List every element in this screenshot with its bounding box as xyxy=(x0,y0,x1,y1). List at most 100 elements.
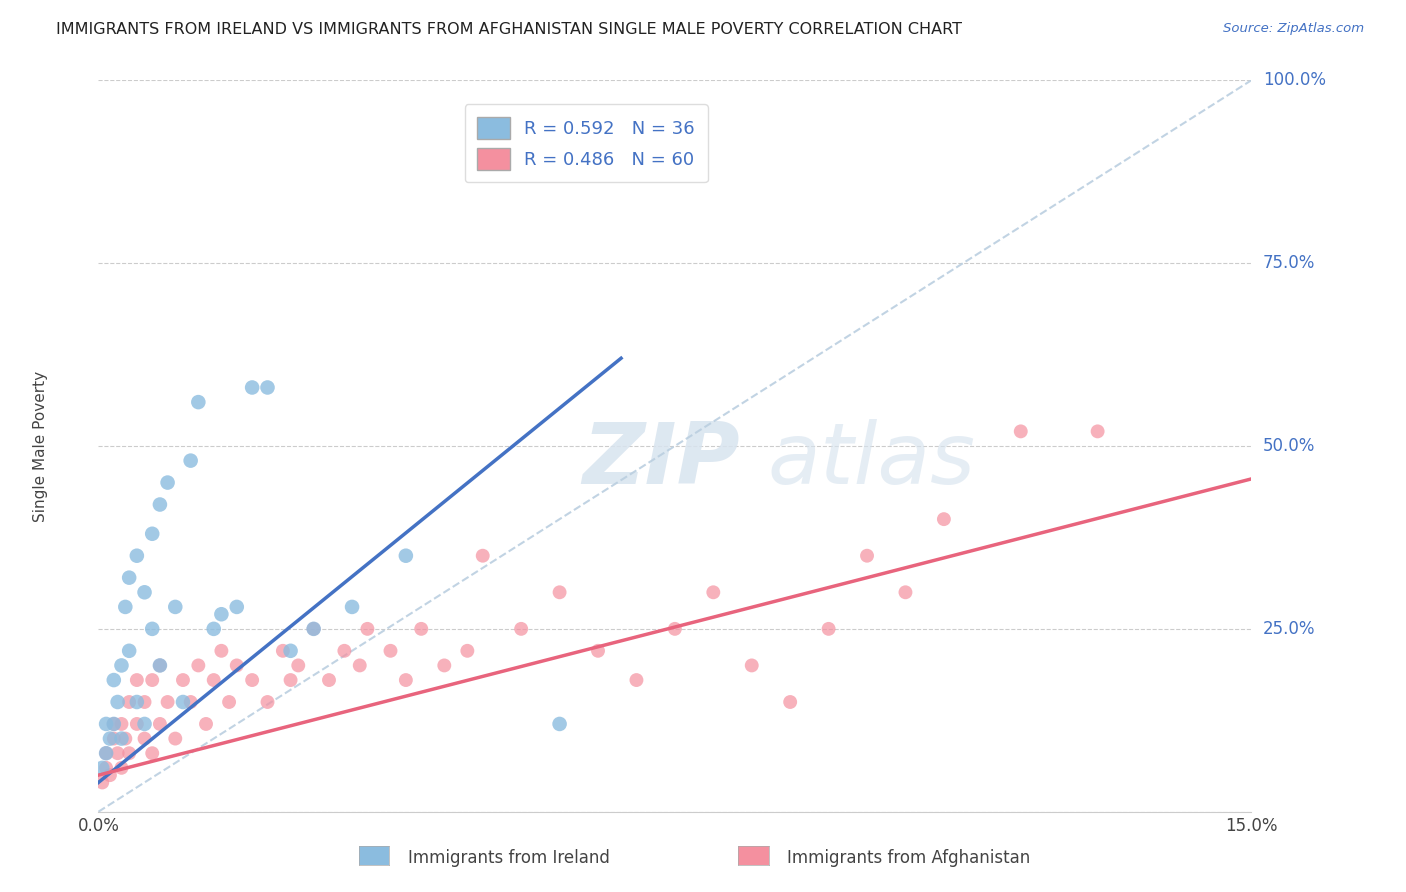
Point xyxy=(564,110,586,124)
Point xyxy=(356,622,378,636)
Point xyxy=(395,549,418,563)
Point xyxy=(202,622,225,636)
Point xyxy=(548,717,571,731)
Point xyxy=(114,599,136,614)
Point xyxy=(141,622,163,636)
Point xyxy=(141,673,163,687)
Point xyxy=(110,717,132,731)
Point xyxy=(94,761,117,775)
Legend: R = 0.592   N = 36, R = 0.486   N = 60: R = 0.592 N = 36, R = 0.486 N = 60 xyxy=(465,104,707,182)
Point xyxy=(664,622,686,636)
Point xyxy=(349,658,371,673)
Point xyxy=(433,658,456,673)
Text: Immigrants from Afghanistan: Immigrants from Afghanistan xyxy=(787,849,1031,867)
Point xyxy=(118,746,141,760)
Point xyxy=(94,746,117,760)
Text: 100.0%: 100.0% xyxy=(1263,71,1326,89)
Point xyxy=(134,585,156,599)
Point xyxy=(114,731,136,746)
Point xyxy=(134,731,156,746)
Point xyxy=(1010,425,1032,439)
Point xyxy=(548,585,571,599)
Point xyxy=(817,622,839,636)
Point xyxy=(256,695,278,709)
Point xyxy=(932,512,955,526)
Point xyxy=(149,658,172,673)
Point xyxy=(280,644,302,658)
Point xyxy=(741,658,763,673)
Text: 75.0%: 75.0% xyxy=(1263,254,1315,272)
Point xyxy=(156,475,179,490)
Point xyxy=(380,644,402,658)
Point xyxy=(287,658,309,673)
Point xyxy=(510,622,533,636)
Point xyxy=(209,607,232,622)
Point xyxy=(333,644,356,658)
Point xyxy=(125,549,148,563)
Point xyxy=(107,695,129,709)
Point xyxy=(103,673,125,687)
Point xyxy=(856,549,879,563)
Point xyxy=(125,717,148,731)
Point xyxy=(187,395,209,409)
Point xyxy=(125,695,148,709)
Point xyxy=(118,571,141,585)
Point xyxy=(110,761,132,775)
Point xyxy=(894,585,917,599)
Point xyxy=(209,644,232,658)
Point xyxy=(141,746,163,760)
Point xyxy=(149,658,172,673)
Point xyxy=(134,695,156,709)
Point xyxy=(240,380,263,394)
Text: Source: ZipAtlas.com: Source: ZipAtlas.com xyxy=(1223,22,1364,36)
Point xyxy=(103,717,125,731)
Point xyxy=(165,731,187,746)
Text: Immigrants from Ireland: Immigrants from Ireland xyxy=(408,849,610,867)
Point xyxy=(125,673,148,687)
Point xyxy=(98,768,121,782)
Point xyxy=(202,673,225,687)
Point xyxy=(271,644,294,658)
Point xyxy=(218,695,240,709)
Text: ZIP: ZIP xyxy=(582,419,741,502)
Point xyxy=(225,599,247,614)
Point xyxy=(302,622,325,636)
Point xyxy=(103,717,125,731)
Point xyxy=(702,585,724,599)
Point xyxy=(141,526,163,541)
Point xyxy=(240,673,263,687)
Point xyxy=(134,717,156,731)
Point xyxy=(172,695,194,709)
Point xyxy=(180,453,202,467)
Point xyxy=(118,695,141,709)
Point xyxy=(626,673,648,687)
Point xyxy=(302,622,325,636)
Point xyxy=(149,717,172,731)
Point xyxy=(91,775,114,789)
Point xyxy=(149,498,172,512)
Point xyxy=(395,673,418,687)
Point xyxy=(180,695,202,709)
Point xyxy=(103,731,125,746)
Point xyxy=(187,658,209,673)
Point xyxy=(318,673,340,687)
Point xyxy=(94,717,117,731)
Point xyxy=(225,658,247,673)
Point xyxy=(1087,425,1109,439)
Point xyxy=(256,380,278,394)
Point xyxy=(340,599,363,614)
Point xyxy=(471,549,494,563)
Point xyxy=(107,746,129,760)
Point xyxy=(156,695,179,709)
Point xyxy=(195,717,218,731)
Text: Single Male Poverty: Single Male Poverty xyxy=(34,370,48,522)
Point xyxy=(779,695,801,709)
Text: IMMIGRANTS FROM IRELAND VS IMMIGRANTS FROM AFGHANISTAN SINGLE MALE POVERTY CORRE: IMMIGRANTS FROM IRELAND VS IMMIGRANTS FR… xyxy=(56,22,962,37)
Point xyxy=(456,644,478,658)
Text: atlas: atlas xyxy=(768,419,976,502)
Point xyxy=(280,673,302,687)
Point xyxy=(586,644,609,658)
Point xyxy=(165,599,187,614)
Point xyxy=(411,622,433,636)
Point xyxy=(98,731,121,746)
